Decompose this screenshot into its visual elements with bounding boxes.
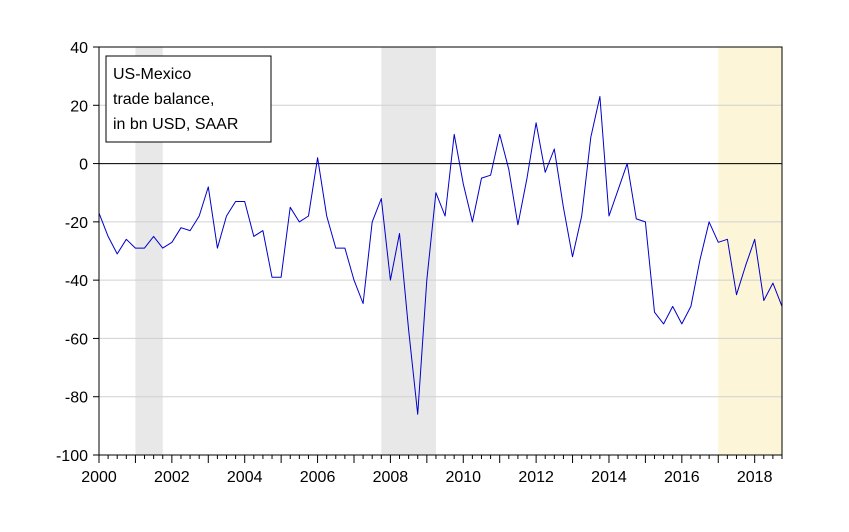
shade-recession (381, 47, 436, 455)
y-tick-label: 40 (70, 40, 88, 57)
x-tick-label: 2002 (154, 469, 190, 486)
legend-line-2: trade balance, (113, 91, 214, 108)
y-axis: 40 20 0 -20 -40 -60 -80 -100 (56, 40, 99, 465)
legend-line-3: in bn USD, SAAR (113, 116, 238, 133)
plot-frame (98, 46, 783, 456)
legend-box (105, 55, 272, 143)
x-tick-label: 2004 (227, 469, 263, 486)
x-tick-label: 2016 (664, 469, 700, 486)
series-layer (98, 96, 783, 415)
x-tick-label: 2006 (300, 469, 336, 486)
y-tick-label: -80 (65, 390, 88, 407)
y-tick-label: -20 (65, 215, 88, 232)
x-tick-label: 2018 (737, 469, 773, 486)
x-tick-label: 2008 (373, 469, 409, 486)
y-tick-label: 20 (70, 98, 88, 115)
x-axis: 2000 2002 2004 2006 2008 2010 2012 2014 2016 2018 (81, 455, 783, 486)
x-tick-label: 2014 (591, 469, 627, 486)
y-tick-label: -40 (65, 273, 88, 290)
y-tick-label: -60 (65, 331, 88, 348)
series-line (98, 96, 783, 415)
x-tick-label: 2012 (518, 469, 554, 486)
legend-line-1: US-Mexico (113, 66, 191, 83)
x-tick-label: 2000 (81, 469, 117, 486)
x-tick-label: 2010 (445, 469, 481, 486)
y-tick-label: 0 (79, 157, 88, 174)
y-tick-label: -100 (56, 448, 88, 465)
legend: US-Mexico trade balance, in bn USD, SAAR (105, 55, 272, 143)
